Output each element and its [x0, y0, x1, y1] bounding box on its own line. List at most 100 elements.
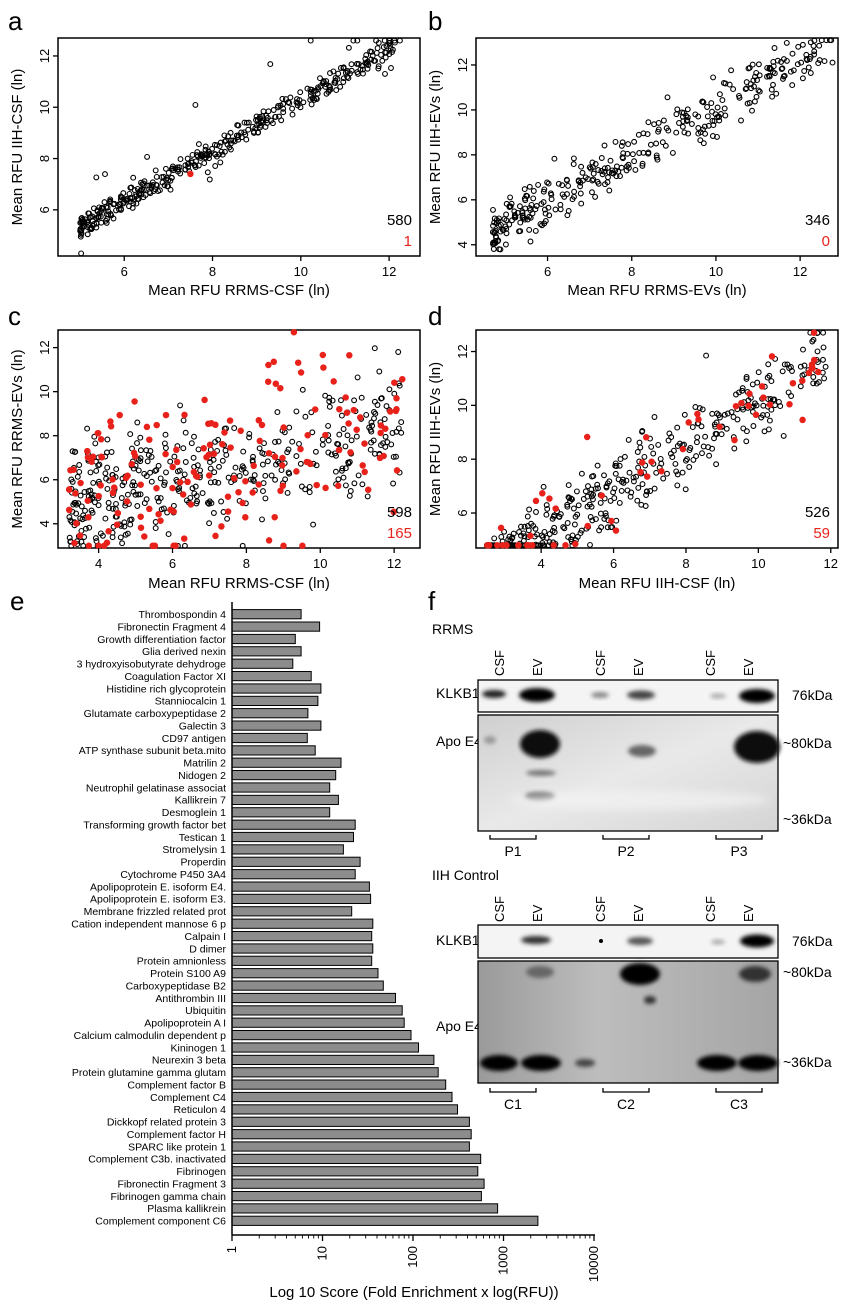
black-point [129, 482, 136, 489]
black-point [557, 201, 564, 208]
control-label: C2 [617, 1096, 635, 1112]
x-tick-label: 10 [315, 1246, 330, 1260]
black-point [135, 467, 142, 474]
black-point [533, 203, 540, 209]
black-point [709, 133, 716, 139]
bar [231, 1141, 470, 1152]
blot-band [575, 1059, 595, 1067]
red-point [799, 416, 806, 424]
black-point [516, 203, 523, 210]
patient-brackets-iih: C1 C2 C3 [489, 1088, 763, 1112]
red-point [146, 505, 153, 513]
panel-letter-d: d [428, 301, 442, 331]
black-point [209, 145, 216, 152]
black-point [686, 464, 693, 470]
blot-band [710, 693, 726, 699]
red-point [353, 426, 360, 433]
black-point [653, 154, 660, 161]
black-point [264, 120, 271, 126]
blot-band [599, 939, 603, 943]
black-point [771, 70, 778, 77]
red-point [297, 445, 304, 453]
black-point [236, 473, 243, 479]
black-point [130, 479, 137, 486]
x-tick-label: 12 [387, 556, 401, 571]
black-point [381, 416, 388, 423]
black-point [364, 493, 371, 500]
lane-label: CSF [593, 650, 608, 676]
bar [231, 1091, 453, 1103]
black-point [195, 162, 202, 169]
x-tick-label: 8 [628, 264, 635, 279]
black-point [698, 423, 705, 430]
black-point [592, 516, 599, 523]
black-point [610, 489, 617, 496]
count-red: 0 [822, 233, 830, 250]
black-point [645, 119, 652, 126]
bar [231, 881, 370, 892]
black-point [639, 427, 646, 434]
black-point [573, 488, 580, 495]
blot-band [644, 996, 656, 1004]
black-point [314, 90, 321, 97]
black-point [733, 391, 739, 398]
black-point [490, 246, 497, 252]
black-point [102, 171, 108, 178]
red-point [760, 394, 767, 401]
bar [231, 658, 294, 669]
count-red: 165 [387, 525, 412, 542]
black-point [577, 190, 584, 197]
black-point [340, 426, 347, 432]
black-point [285, 469, 292, 476]
red-point [131, 453, 139, 460]
lane-label: CSF [492, 650, 507, 676]
red-point [66, 486, 73, 493]
black-point [91, 499, 98, 506]
red-point [738, 399, 745, 407]
category-label: Calcium calmodulin dependent p [74, 1030, 227, 1042]
x-axis-title: Mean RFU RRMS-CSF (ln) [148, 282, 330, 299]
y-axis-title: Mean RFU RRMS-EVs (ln) [9, 349, 26, 528]
red-point [583, 433, 591, 441]
black-point [329, 397, 336, 404]
black-point [630, 478, 637, 485]
black-point [379, 57, 386, 64]
black-point [730, 414, 737, 420]
plot-frame [475, 329, 839, 549]
black-point [589, 189, 595, 196]
black-point [565, 482, 572, 489]
black-point [750, 77, 757, 84]
red-point [97, 482, 104, 489]
black-point [743, 79, 750, 86]
red-point [336, 405, 343, 413]
y-tick-label: 8 [455, 151, 470, 158]
black-point [602, 513, 609, 519]
black-point [104, 464, 111, 471]
red-point [532, 497, 540, 505]
bar [231, 856, 361, 867]
red-point [539, 490, 546, 497]
black-point [595, 167, 602, 173]
bar [231, 671, 312, 682]
red-point [270, 358, 278, 366]
scatter-points [483, 329, 829, 549]
black-point [688, 121, 695, 127]
black-point [705, 444, 712, 451]
black-point [526, 226, 533, 233]
red-point [212, 421, 219, 429]
red-point [364, 486, 372, 494]
apoe4-bands-rrms [484, 730, 780, 810]
black-point [332, 80, 339, 86]
black-point [259, 516, 265, 523]
black-point [93, 174, 100, 181]
black-point [363, 52, 370, 59]
black-point [78, 503, 85, 510]
red-point [65, 506, 73, 514]
black-point [211, 479, 218, 485]
y-axis-title: Mean RFU IIH-CSF (ln) [9, 69, 26, 226]
black-point [518, 523, 524, 530]
lane-labels-rrms: CSF EV CSF EV CSF EV [492, 650, 756, 676]
black-point [768, 86, 775, 93]
category-label: Complement factor B [127, 1079, 226, 1091]
black-point [272, 439, 278, 445]
